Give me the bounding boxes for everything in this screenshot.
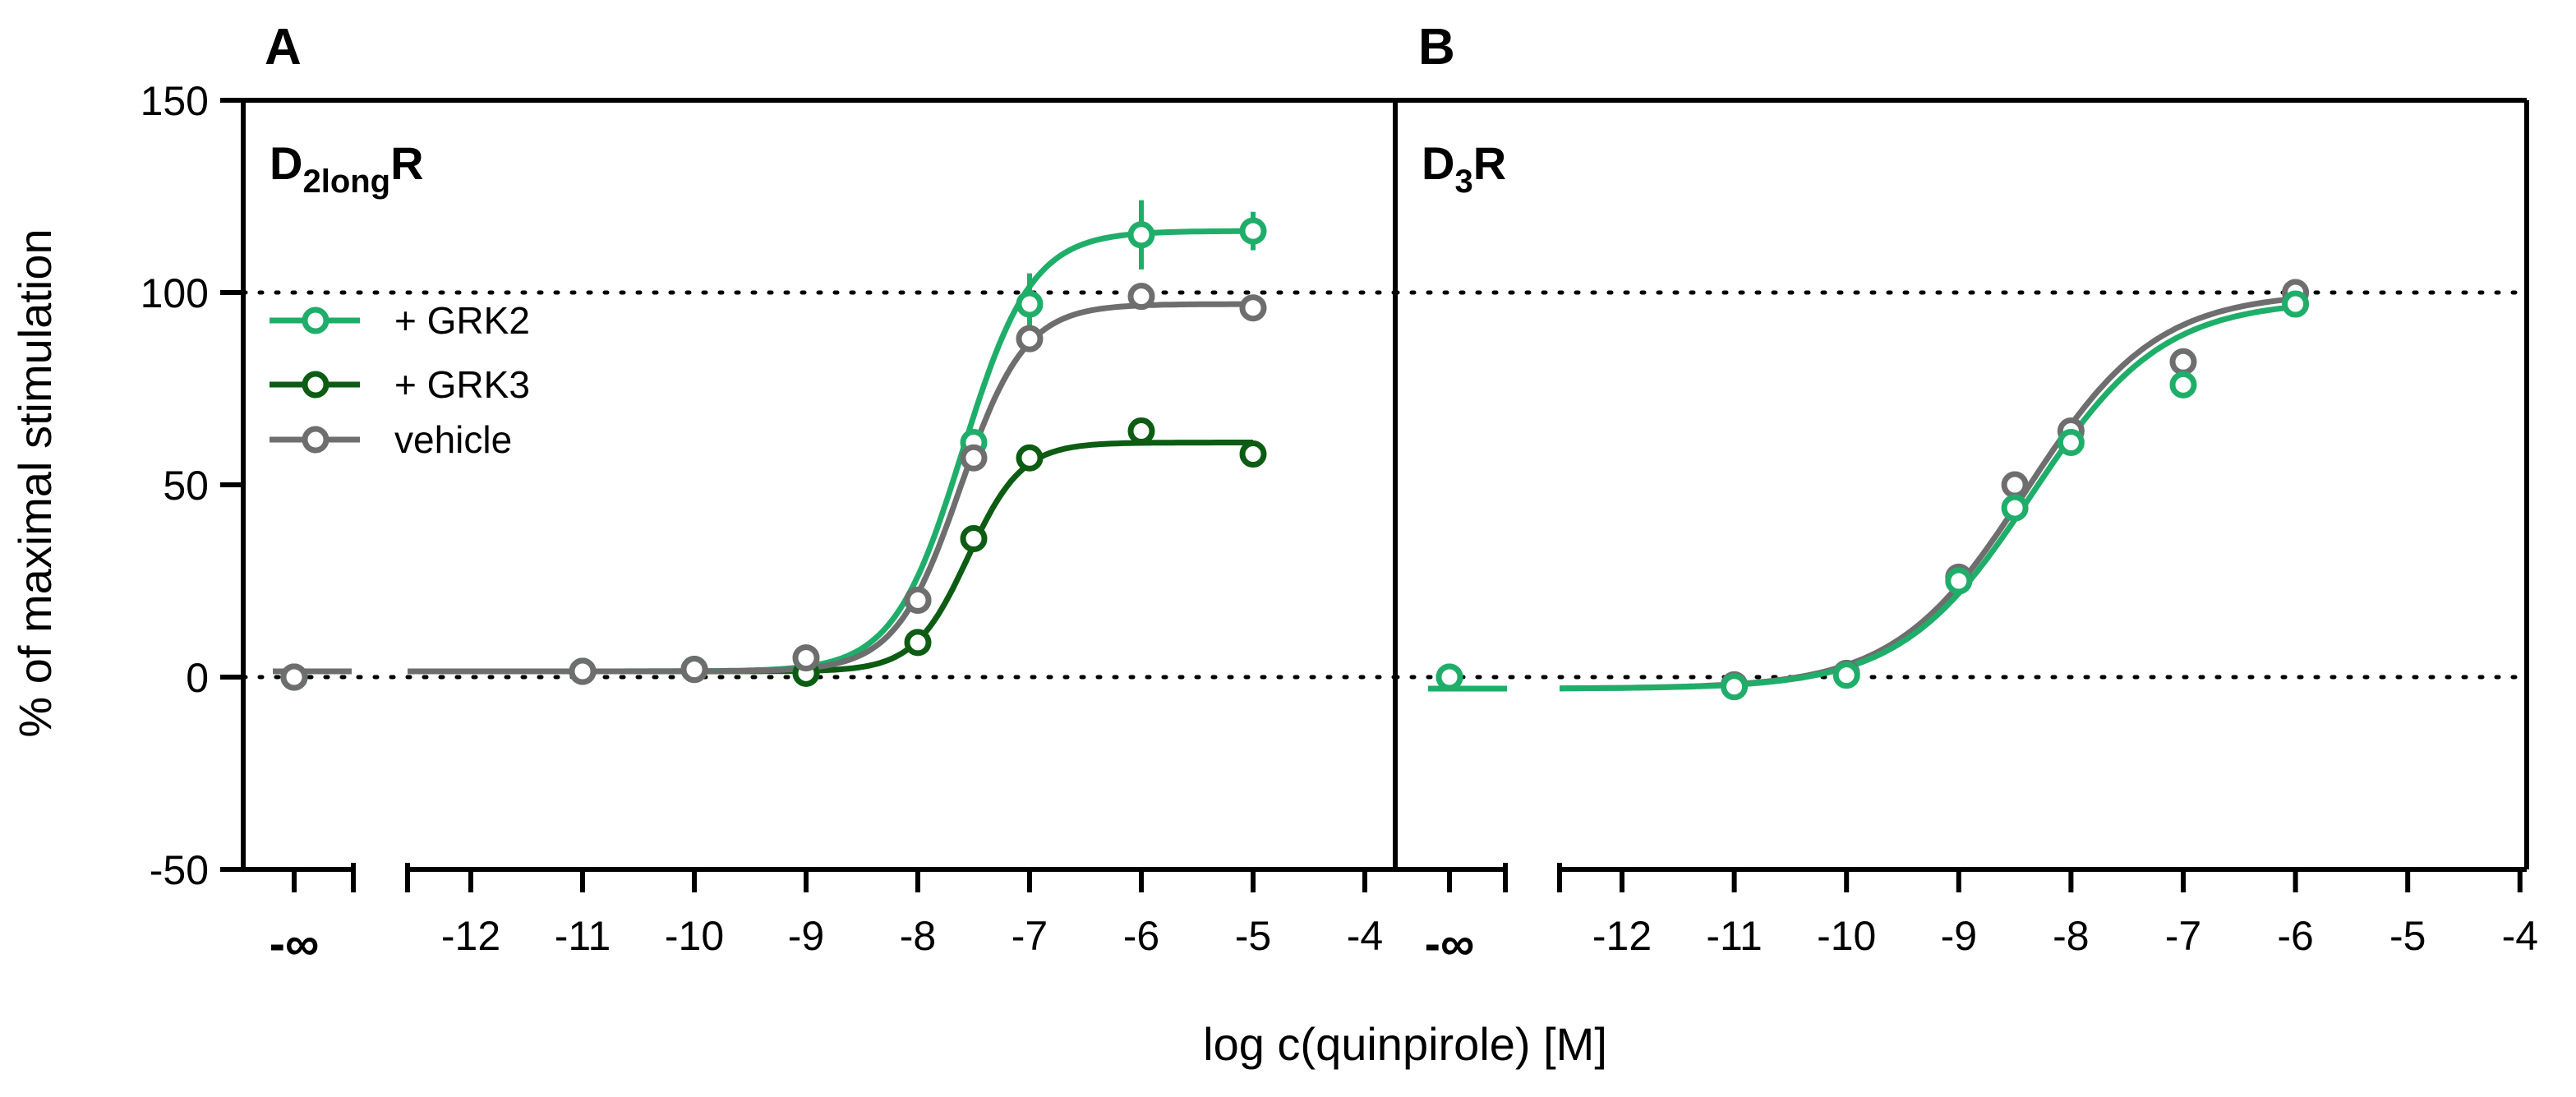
- data-point-grk2-b: [2282, 290, 2310, 318]
- data-point-grk2-b: [2169, 371, 2197, 399]
- data-point-grk2-b: [2057, 429, 2085, 457]
- legend-label-grk3: + GRK3: [394, 363, 530, 406]
- x-tick-label-b: -8: [2053, 913, 2089, 959]
- data-point-grk2-b: [1721, 673, 1749, 701]
- y-tick-label: 100: [141, 270, 209, 316]
- panel-a-title-sub: 2long: [302, 164, 390, 200]
- axes-a: -∞ -12 -11 -10 -9 -8 -7 -6 -5 -4 -50 0 50 100 150: [141, 78, 1398, 970]
- legend-marker-grk2: [302, 307, 329, 334]
- fit-curve-vehicle-a: [408, 301, 1253, 675]
- fit-curve-grk2-a: [408, 228, 1254, 675]
- legend-label-grk2: + GRK2: [394, 299, 530, 342]
- x-tick-label-neg-inf-b: -∞: [1425, 917, 1475, 970]
- x-tick-label-a: -9: [788, 913, 824, 959]
- data-point-grk3-a: [1239, 440, 1267, 468]
- data-points-b: [1435, 279, 2310, 701]
- x-tick-label-b: -5: [2389, 913, 2426, 959]
- panel-a-title-suffix: R: [390, 137, 423, 189]
- data-point-vehicle-a: [904, 586, 932, 614]
- data-point-neg-inf-vehicle-a: [280, 663, 308, 691]
- data-point-grk2-a: [1127, 221, 1155, 249]
- data-point-vehicle-b: [2001, 471, 2029, 499]
- x-tick-label-b: -12: [1592, 913, 1652, 959]
- panel-b-title-sub: 3: [1454, 164, 1472, 200]
- data-point-grk3-a: [1016, 444, 1044, 472]
- panel-b: B D3R -∞ -12 -11 -10 -9 -8 -7 -6 -5 -4: [1393, 19, 2538, 970]
- data-point-grk3-a: [904, 629, 932, 657]
- x-tick-label-a: -12: [441, 913, 500, 959]
- data-point-vehicle-a: [1016, 325, 1044, 353]
- x-tick-label-b: -7: [2165, 913, 2201, 959]
- fit-curves-b: [1428, 296, 2296, 692]
- x-axis-label: log c(quinpirole) [M]: [1203, 1018, 1607, 1070]
- data-point-vehicle-a: [960, 444, 988, 472]
- panel-a-title: D2longR: [270, 137, 424, 200]
- data-point-vehicle-a: [1239, 294, 1267, 322]
- x-tick-label-a: -5: [1235, 913, 1271, 959]
- x-tick-label-a: -10: [665, 913, 724, 959]
- legend-marker-grk3: [302, 371, 329, 399]
- legend-label-vehicle: vehicle: [394, 418, 512, 461]
- panel-letter-a: A: [265, 19, 302, 76]
- data-point-vehicle-a: [569, 657, 597, 685]
- data-point-vehicle-a: [792, 644, 820, 672]
- x-tick-label-neg-inf-a: -∞: [270, 917, 320, 970]
- panel-letter-b: B: [1418, 19, 1455, 76]
- data-point-vehicle-a: [1127, 283, 1155, 311]
- x-tick-label-a: -7: [1012, 913, 1048, 959]
- data-point-vehicle-a: [680, 656, 708, 684]
- fit-curve-grk2-b: [1560, 303, 2296, 692]
- panel-b-title: D3R: [1422, 137, 1506, 200]
- y-tick-label: 0: [186, 655, 209, 701]
- data-point-grk2-b: [1945, 567, 1973, 595]
- data-point-grk2-b: [1832, 661, 1860, 689]
- data-point-grk2-b: [2001, 494, 2029, 522]
- y-tick-label: -50: [150, 847, 209, 893]
- data-point-vehicle-b: [2169, 348, 2197, 376]
- data-point-grk2-a: [1239, 217, 1267, 245]
- x-tick-label-b: -6: [2277, 913, 2313, 959]
- x-tick-label-a: -4: [1347, 913, 1383, 959]
- reference-lines-b: [1393, 290, 2529, 680]
- x-tick-label-a: -8: [900, 913, 936, 959]
- panel-a: A D2longR -∞ -12 -11 -10 -9 -8 -7 -6 -5 -4 -50 0 50 1…: [141, 19, 1398, 970]
- x-tick-label-b: -10: [1817, 913, 1876, 959]
- panel-a-title-main: D: [270, 137, 302, 189]
- fit-curve-grk3-a: [408, 440, 1253, 675]
- reference-lines-a: [241, 290, 1398, 680]
- data-point-neg-inf-grk2-b: [1435, 663, 1463, 691]
- x-tick-label-b: -4: [2502, 913, 2538, 959]
- data-point-grk3-a: [1127, 417, 1155, 445]
- data-points-a: [280, 200, 1267, 691]
- y-axis-label: % of maximal stimulation: [9, 228, 61, 737]
- panel-b-title-main: D: [1422, 137, 1454, 189]
- x-tick-label-b: -11: [1706, 913, 1763, 959]
- x-tick-label-a: -11: [555, 913, 611, 959]
- legend-marker-vehicle: [302, 426, 329, 454]
- x-tick-label-b: -9: [1941, 913, 1977, 959]
- data-point-grk3-a: [960, 525, 988, 553]
- data-point-grk2-a: [1016, 290, 1044, 318]
- y-tick-label: 150: [141, 78, 209, 124]
- axes-b: -∞ -12 -11 -10 -9 -8 -7 -6 -5 -4: [1393, 98, 2538, 970]
- y-tick-label: 50: [163, 463, 209, 509]
- x-tick-label-a: -6: [1123, 913, 1159, 959]
- panel-b-title-suffix: R: [1473, 137, 1506, 189]
- legend: + GRK2 + GRK3 vehicle: [270, 299, 530, 461]
